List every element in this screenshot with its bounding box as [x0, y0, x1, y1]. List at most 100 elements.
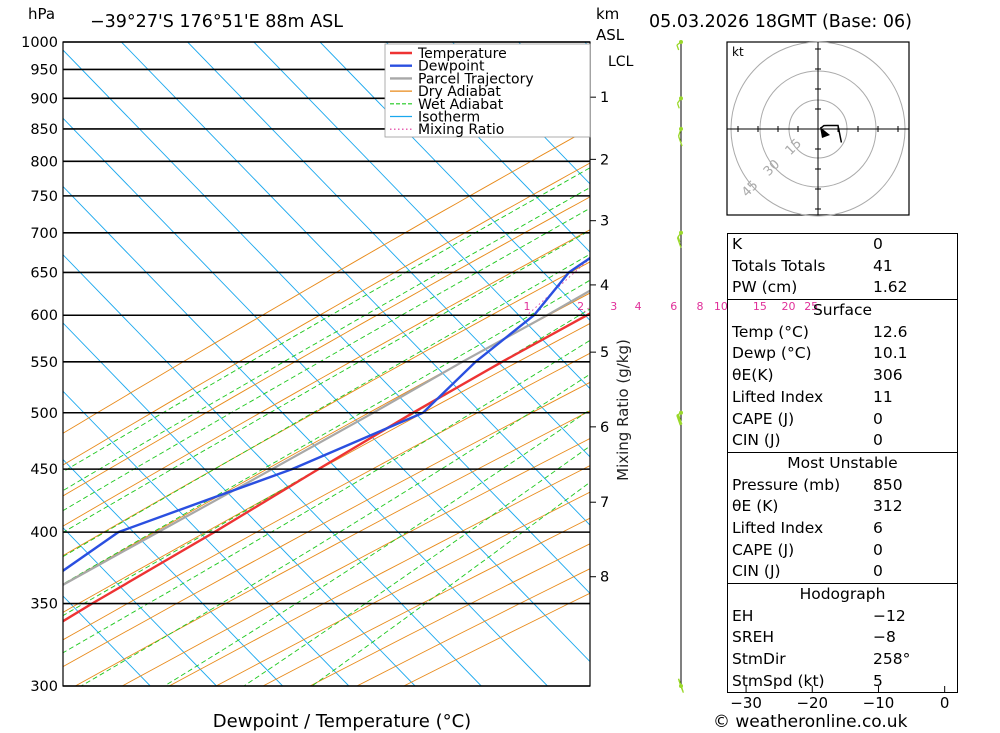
index-value: 850 [873, 475, 903, 494]
index-row: StmDir 258° [728, 649, 957, 671]
pressure-tick-label: 550 [30, 355, 58, 371]
index-value: −8 [873, 628, 896, 647]
pressure-tick-label: 650 [30, 265, 58, 281]
index-row: SREH −8 [728, 627, 957, 649]
wind-point [679, 96, 683, 101]
index-label: StmSpd (kt) [732, 671, 825, 690]
indices-section-hodograph: Hodograph EH −12 SREH −8 StmDir 258° StmSpd (kt… [728, 583, 957, 692]
isotherm-line [63, 527, 217, 686]
index-row: Lifted Index 11 [728, 387, 957, 409]
mixing-ratio-label: 15 [753, 300, 767, 313]
index-value: 41 [873, 256, 893, 275]
index-label: PW (cm) [732, 278, 798, 297]
wet-adiabat-line [164, 409, 590, 686]
index-label: K [732, 235, 743, 253]
pressure-tick-label: 350 [30, 597, 58, 613]
index-label: Pressure (mb) [732, 475, 841, 494]
hodograph-unit-label: kt [732, 45, 744, 59]
pressure-tick-label: 700 [30, 226, 58, 242]
mixing-ratio-label: 2 [577, 300, 584, 313]
dry-adiabat-line [63, 292, 590, 585]
station-title: −39°27'S 176°51'E 88m ASL [90, 12, 343, 32]
dry-adiabat-line [63, 352, 590, 641]
dry-adiabat-line [63, 323, 590, 613]
legend-label: Parcel Trajectory [418, 71, 534, 87]
legend-label: Isotherm [418, 110, 480, 126]
wind-barb-flag [677, 236, 681, 243]
index-row: CAPE (J) 0 [728, 409, 957, 431]
pressure-tick-label: 600 [30, 308, 58, 324]
x-axis-title: Dewpoint / Temperature (°C) [213, 711, 471, 732]
pressure-tick-label: 450 [30, 462, 58, 478]
index-row: StmSpd (kt) 5 [728, 671, 957, 693]
indices-table: K 0 Totals Totals 41 PW (cm) 1.62 Surface Temp … [727, 233, 958, 694]
isotherm-line [385, 42, 590, 253]
pressure-tick-label: 850 [30, 122, 58, 138]
index-row: Temp (°C) 12.6 [728, 322, 957, 344]
wind-point [679, 684, 683, 688]
index-label: Lifted Index [732, 387, 824, 406]
index-row: CIN (J) 0 [728, 430, 957, 452]
x-tick-label: 0 [940, 694, 950, 712]
dry-adiabat-line [168, 465, 590, 686]
km-tick-label: 3 [600, 214, 609, 230]
index-row: Lifted Index 6 [728, 518, 957, 540]
wet-adiabat-line [63, 187, 590, 492]
km-label: km [596, 5, 619, 23]
hpa-label: hPa [28, 5, 55, 23]
pressure-tick-label: 300 [30, 679, 58, 695]
index-label: SREH [732, 628, 775, 647]
mixing-ratio-label: 3 [610, 300, 617, 313]
legend-label: Dewpoint [418, 59, 485, 75]
isotherm-line [63, 117, 590, 663]
copyright: © weatheronline.co.uk [713, 712, 908, 732]
pressure-tick-label: 950 [30, 62, 58, 78]
index-label: θE(K) [732, 366, 774, 385]
index-value: 0 [873, 431, 883, 450]
index-label: StmDir [732, 650, 786, 669]
dry-adiabat-line [63, 127, 590, 434]
dry-adiabat-line [215, 491, 590, 686]
isotherm-line [121, 42, 590, 526]
index-row: Pressure (mb) 850 [728, 475, 957, 497]
indices-section-most-unstable: Most Unstable Pressure (mb) 850 θE (K) 312 Li… [728, 451, 957, 583]
mixing-ratio-label: 20 [781, 300, 795, 313]
index-label: θE (K) [732, 497, 779, 516]
pressure-tick-label: 900 [30, 91, 58, 107]
isotherm-line [319, 42, 590, 321]
index-value: 12.6 [873, 322, 908, 341]
index-row: Dewp (°C) 10.1 [728, 343, 957, 365]
wind-point [679, 126, 683, 131]
dry-adiabat-line [121, 437, 590, 686]
index-row: CIN (J) 0 [728, 561, 957, 583]
mixing-ratio-label: 6 [670, 300, 677, 313]
dry-adiabat-line [63, 162, 590, 466]
index-label: CAPE (J) [732, 409, 795, 428]
legend-label: Mixing Ratio [418, 122, 504, 138]
index-row: CAPE (J) 0 [728, 540, 957, 562]
index-row: PW (cm) 1.62 [728, 277, 957, 299]
isotherm-line [63, 49, 590, 594]
wind-point [679, 410, 683, 415]
mixing-ratio-label: 8 [696, 300, 703, 313]
pressure-tick-label: 800 [30, 154, 58, 170]
km-tick-label: 7 [600, 495, 609, 511]
km-tick-label: 6 [600, 420, 609, 436]
index-value: −12 [873, 606, 906, 625]
index-value: 306 [873, 366, 903, 385]
temperature-line [63, 312, 590, 623]
index-row: Totals Totals 41 [728, 256, 957, 278]
wind-point [679, 40, 683, 44]
wind-profile [676, 40, 684, 693]
run-datetime: 05.03.2026 18GMT (Base: 06) [649, 12, 912, 32]
x-tick-label: −30 [730, 694, 762, 712]
index-label: Totals Totals [732, 256, 826, 275]
index-label: Lifted Index [732, 518, 824, 537]
wet-adiabat-line [80, 373, 590, 686]
mixing-ratio-label: 4 [635, 300, 642, 313]
wind-barb-flag [677, 414, 683, 425]
isotherm-line [253, 42, 590, 390]
